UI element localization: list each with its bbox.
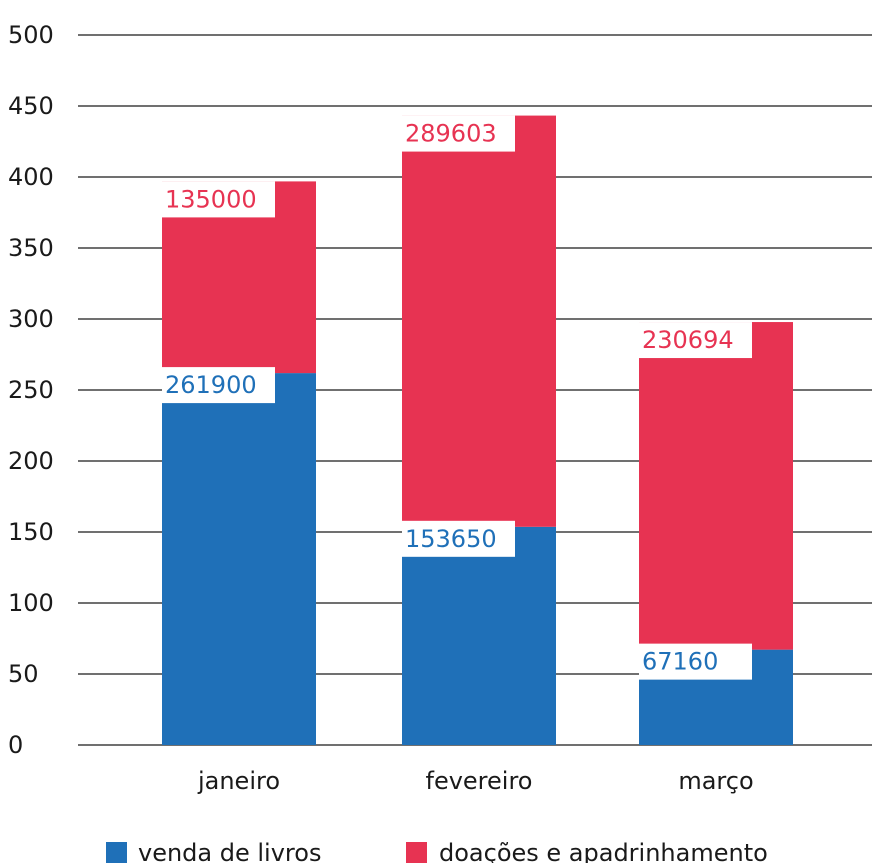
- y-tick-label: 50: [8, 660, 39, 688]
- data-label-background: [639, 643, 752, 680]
- data-label: 289603: [405, 120, 497, 148]
- bar-segment: [402, 115, 556, 527]
- y-tick-label: 400: [8, 163, 54, 191]
- y-tick-label: 250: [8, 376, 54, 404]
- data-label-background: [162, 181, 275, 218]
- legend-label: venda de livros: [138, 839, 321, 863]
- bar-segment: [639, 322, 793, 650]
- data-label-background: [402, 520, 515, 557]
- data-label: 261900: [165, 371, 257, 399]
- legend-label: doações e apadrinhamento: [439, 839, 768, 863]
- data-label-background: [639, 322, 752, 359]
- data-label: 135000: [165, 185, 257, 213]
- data-label: 153650: [405, 525, 497, 553]
- category-label: março: [678, 767, 753, 795]
- category-label: janeiro: [197, 767, 280, 795]
- y-tick-label: 350: [8, 234, 54, 262]
- y-tick-label: 150: [8, 518, 54, 546]
- x-axis-categories: janeiro fevereiro março: [197, 767, 754, 795]
- data-labels: 261900 135000 153650 289603 67160 230694: [162, 115, 752, 680]
- legend: venda de livros doações e apadrinhamento: [106, 839, 768, 863]
- y-tick-label: 100: [8, 589, 54, 617]
- data-label-background: [402, 115, 515, 152]
- legend-swatch: [406, 842, 427, 863]
- category-label: fevereiro: [426, 767, 533, 795]
- y-axis-ticks: 0 50 100 150 200 250 300 350 400 450 500: [8, 21, 54, 759]
- y-tick-label: 450: [8, 92, 54, 120]
- legend-swatch: [106, 842, 127, 863]
- y-tick-label: 300: [8, 305, 54, 333]
- bars: [162, 115, 793, 745]
- bar-segment: [162, 373, 316, 745]
- y-tick-label: 0: [8, 731, 23, 759]
- data-label-background: [162, 367, 275, 404]
- data-label: 230694: [642, 326, 734, 354]
- y-tick-label: 500: [8, 21, 54, 49]
- y-tick-label: 200: [8, 447, 54, 475]
- bar-segment: [402, 526, 556, 745]
- data-label: 67160: [642, 648, 718, 676]
